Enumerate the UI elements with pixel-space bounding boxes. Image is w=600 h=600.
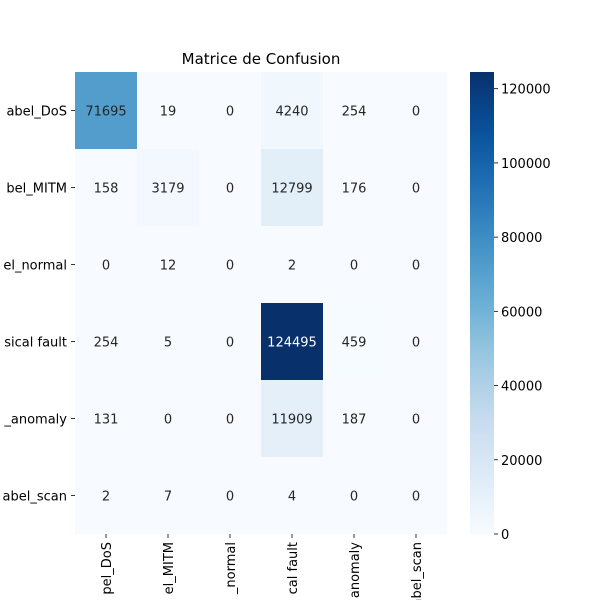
heatmap-cell-3-1 [137, 303, 200, 381]
cell-value-label-4-1: 0 [164, 413, 172, 428]
cell-value-label-4-4: 187 [342, 413, 367, 428]
heatmap-cell-5-3 [261, 457, 324, 535]
cell-value-label-2-5: 0 [412, 259, 420, 274]
cell-value-label-3-0: 254 [94, 336, 119, 351]
heatmap-cell-0-5 [385, 72, 448, 150]
cell-value-label-5-1: 7 [164, 490, 172, 505]
cell-value-label-5-3: 4 [288, 490, 296, 505]
heatmap-cell-4-1 [137, 380, 200, 458]
heatmap-cell-2-5 [385, 226, 448, 304]
heatmap-cell-3-2 [199, 303, 262, 381]
cell-value-label-0-2: 0 [226, 105, 234, 120]
cell-value-label-1-3: 12799 [271, 182, 312, 197]
cell-value-label-1-1: 3179 [151, 182, 184, 197]
y-tick-label-2: el_normal [3, 259, 67, 274]
cell-value-label-0-3: 4240 [275, 105, 308, 120]
cell-value-label-5-4: 0 [350, 490, 358, 505]
cell-value-label-3-3: 124495 [267, 336, 317, 351]
cell-value-label-4-5: 0 [412, 413, 420, 428]
heatmap-cell-2-2 [199, 226, 262, 304]
colorbar-tick-label-4: 80000 [501, 231, 542, 246]
colorbar-tick-label-2: 40000 [501, 380, 542, 395]
heatmap-cell-4-5 [385, 380, 448, 458]
cell-value-label-4-2: 0 [226, 413, 234, 428]
x-tick-label-4: anomaly [348, 542, 363, 598]
heatmap-cell-2-0 [75, 226, 138, 304]
heatmap-cell-3-4 [323, 303, 386, 381]
heatmap-cell-1-1 [137, 149, 200, 227]
cell-value-label-4-3: 11909 [271, 413, 312, 428]
x-tick-label-1: el_MITM [162, 542, 177, 594]
heatmap-cell-0-0 [75, 72, 138, 150]
cell-value-label-2-0: 0 [102, 259, 110, 274]
heatmap-cell-0-3 [261, 72, 324, 150]
y-tick-label-3: sical fault [4, 336, 67, 351]
cell-value-label-3-5: 0 [412, 336, 420, 351]
heatmap-cell-4-0 [75, 380, 138, 458]
heatmap-cell-1-4 [323, 149, 386, 227]
cell-value-label-0-5: 0 [412, 105, 420, 120]
cell-value-label-0-1: 19 [160, 105, 177, 120]
heatmap-cell-1-0 [75, 149, 138, 227]
cell-value-label-3-4: 459 [342, 336, 367, 351]
cell-value-label-2-4: 0 [350, 259, 358, 274]
heatmap-cell-1-5 [385, 149, 448, 227]
heatmap-cell-5-1 [137, 457, 200, 535]
cell-value-label-0-4: 254 [342, 105, 367, 120]
y-tick-label-4: _anomaly [3, 413, 67, 428]
cell-value-label-2-1: 12 [160, 259, 177, 274]
heatmap-cell-3-0 [75, 303, 138, 381]
heatmap-cell-4-2 [199, 380, 262, 458]
heatmap-cell-5-0 [75, 457, 138, 535]
cell-value-label-2-2: 0 [226, 259, 234, 274]
colorbar [470, 72, 494, 534]
colorbar-tick-label-5: 100000 [501, 157, 551, 172]
heatmap-cell-1-3 [261, 149, 324, 227]
x-tick-labels: pel_DoS el_MITM _normal cal fault anomaly abe… [100, 534, 425, 600]
heatmap-cell-0-2 [199, 72, 262, 150]
heatmap-cell-4-3 [261, 380, 324, 458]
colorbar-ticks: 0 20000 40000 60000 80000 100000 120000 [494, 83, 551, 543]
cell-value-label-1-0: 158 [94, 182, 119, 197]
heatmap-cell-1-2 [199, 149, 262, 227]
heatmap-cell-2-1 [137, 226, 200, 304]
y-tick-label-0: abel_DoS [6, 105, 67, 120]
heatmap-cell-5-5 [385, 457, 448, 535]
cell-value-label-3-1: 5 [164, 336, 172, 351]
colorbar-tick-label-6: 120000 [501, 83, 551, 98]
heatmap-cell-2-4 [323, 226, 386, 304]
cell-value-label-3-2: 0 [226, 336, 234, 351]
heatmap-cell-3-3 [261, 303, 324, 381]
heatmap-cell-5-2 [199, 457, 262, 535]
colorbar-tick-label-0: 0 [501, 528, 509, 543]
x-tick-label-2: _normal [224, 542, 239, 595]
cell-value-label-1-2: 0 [226, 182, 234, 197]
colorbar-tick-label-3: 60000 [501, 305, 542, 320]
cell-value-label-1-5: 0 [412, 182, 420, 197]
heatmap-cell-5-4 [323, 457, 386, 535]
cell-value-label-5-0: 2 [102, 490, 110, 505]
y-tick-label-5: abel_scan [3, 490, 67, 505]
x-tick-label-0: pel_DoS [100, 542, 115, 595]
colorbar-tick-label-1: 20000 [501, 454, 542, 469]
heatmap-cell-0-1 [137, 72, 200, 150]
cell-value-label-1-4: 176 [342, 182, 367, 197]
heatmap-cell-2-3 [261, 226, 324, 304]
cell-value-label-5-5: 0 [412, 490, 420, 505]
cell-value-label-0-0: 71695 [85, 105, 126, 120]
heatmap-cell-3-5 [385, 303, 448, 381]
x-tick-label-5: abel_scan [410, 542, 425, 600]
cell-value-label-5-2: 0 [226, 490, 234, 505]
heatmap-cell-4-4 [323, 380, 386, 458]
heatmap-cell-0-4 [323, 72, 386, 150]
chart-title: Matrice de Confusion [182, 50, 341, 68]
cell-value-label-4-0: 131 [94, 413, 119, 428]
y-tick-label-1: bel_MITM [6, 182, 67, 197]
cell-value-label-2-3: 2 [288, 259, 296, 274]
x-tick-label-3: cal fault [286, 542, 301, 594]
